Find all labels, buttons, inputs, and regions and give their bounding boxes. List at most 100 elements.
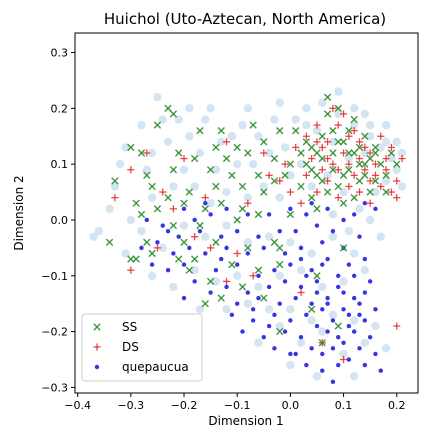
quepaucua-point bbox=[197, 228, 203, 234]
quepaucua-point bbox=[250, 318, 256, 323]
quepaucua-point bbox=[336, 362, 341, 368]
ss-point-stroke bbox=[180, 199, 188, 207]
ss-point bbox=[201, 205, 209, 213]
x-tick-label: −0.2 bbox=[171, 399, 198, 412]
background-point bbox=[291, 115, 300, 124]
background-point bbox=[360, 266, 370, 275]
quepaucua-point bbox=[362, 318, 368, 323]
quepaucua-point bbox=[362, 290, 368, 295]
quepaucua-point bbox=[362, 201, 368, 206]
ss-point bbox=[313, 272, 321, 280]
ss-point-stroke bbox=[382, 188, 390, 196]
quepaucua-point bbox=[304, 212, 309, 217]
background-point bbox=[137, 120, 146, 130]
background-point bbox=[232, 159, 242, 169]
ds-point bbox=[233, 249, 241, 258]
ds-point bbox=[297, 199, 305, 207]
ss-point-stroke bbox=[339, 199, 348, 207]
quepaucua-point bbox=[351, 273, 357, 278]
ss-point-stroke bbox=[318, 339, 326, 347]
quepaucua-point bbox=[320, 262, 325, 267]
ss-point bbox=[377, 160, 385, 168]
ss-point-stroke bbox=[270, 238, 279, 246]
background-point bbox=[376, 232, 385, 241]
background-point bbox=[349, 249, 359, 258]
quepaucua-point bbox=[304, 362, 309, 368]
ss-point bbox=[339, 199, 348, 207]
quepaucua-point bbox=[304, 273, 309, 278]
ds-point bbox=[345, 182, 353, 191]
ss-point bbox=[302, 138, 311, 146]
ss-point-stroke bbox=[334, 138, 342, 146]
quepaucua-point bbox=[351, 212, 357, 217]
background-point bbox=[142, 165, 151, 174]
ss-point-stroke bbox=[366, 188, 374, 196]
ss-point-stroke bbox=[206, 277, 215, 286]
quepaucua-point bbox=[314, 223, 320, 228]
background-point bbox=[158, 115, 167, 124]
ss-point-stroke bbox=[297, 149, 305, 157]
ss-point bbox=[270, 238, 279, 246]
background-point bbox=[360, 338, 370, 347]
ss-point-stroke bbox=[175, 255, 183, 263]
background-point bbox=[365, 215, 375, 225]
quepaucua-point bbox=[234, 301, 240, 306]
background-point bbox=[174, 115, 183, 124]
y-tick-label: 0.3 bbox=[51, 47, 69, 60]
quepaucua-point bbox=[346, 323, 352, 329]
ss-point bbox=[185, 188, 194, 196]
x-tick-label: −0.3 bbox=[117, 399, 144, 412]
ss-point bbox=[169, 110, 178, 118]
background-point bbox=[318, 282, 327, 292]
quepaucua-point bbox=[341, 217, 346, 223]
ds-point bbox=[361, 166, 369, 174]
background-point bbox=[355, 204, 364, 214]
ds-point bbox=[276, 177, 284, 185]
ss-point-stroke bbox=[286, 210, 295, 219]
ss-point bbox=[345, 166, 353, 174]
background-point bbox=[222, 187, 231, 197]
background-point bbox=[259, 182, 268, 191]
ss-point-stroke bbox=[212, 182, 220, 191]
ss-point-stroke bbox=[132, 255, 140, 263]
ss-point-stroke bbox=[355, 160, 364, 168]
ds-point bbox=[398, 154, 406, 163]
background-point bbox=[89, 232, 98, 241]
ds-point bbox=[323, 138, 332, 146]
ss-point-stroke bbox=[169, 166, 178, 174]
background-point bbox=[312, 126, 322, 135]
ds-point bbox=[334, 121, 342, 129]
quepaucua-point bbox=[144, 217, 149, 223]
ss-point bbox=[254, 171, 263, 180]
legend-box bbox=[81, 313, 203, 382]
ss-point-stroke bbox=[339, 138, 348, 146]
ds-point bbox=[366, 149, 374, 157]
ss-point-stroke bbox=[323, 110, 332, 118]
points-layer bbox=[89, 87, 407, 385]
quepaucua-point bbox=[367, 279, 373, 284]
ss-point-stroke bbox=[175, 149, 183, 157]
background-point bbox=[286, 238, 295, 247]
quepaucua-point bbox=[155, 240, 160, 245]
ss-point-stroke bbox=[164, 104, 172, 113]
quepaucua-point bbox=[357, 346, 362, 351]
background-point bbox=[360, 148, 370, 158]
ss-point-stroke bbox=[180, 238, 188, 246]
quepaucua-point bbox=[192, 279, 197, 284]
ss-point bbox=[276, 126, 284, 135]
ss-point bbox=[180, 199, 188, 207]
quepaucua-point bbox=[362, 362, 368, 368]
ss-point-stroke bbox=[212, 143, 220, 152]
background-point bbox=[227, 132, 237, 141]
ss-point bbox=[175, 255, 183, 263]
ds-point bbox=[127, 266, 135, 274]
y-tick-label: −0.2 bbox=[41, 326, 68, 339]
quepaucua-point bbox=[208, 212, 213, 217]
background-point bbox=[254, 132, 263, 141]
ss-point-stroke bbox=[334, 104, 342, 113]
background-point bbox=[222, 305, 231, 314]
ss-point-stroke bbox=[132, 199, 140, 207]
ss-point-stroke bbox=[302, 160, 311, 168]
background-point bbox=[185, 104, 194, 113]
quepaucua-point bbox=[176, 234, 181, 239]
